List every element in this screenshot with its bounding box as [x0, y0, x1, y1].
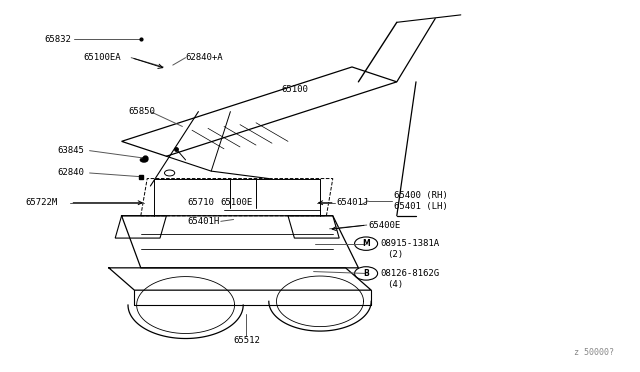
Text: 65401H: 65401H: [187, 217, 219, 226]
Circle shape: [140, 158, 148, 162]
Text: M: M: [362, 239, 370, 248]
Text: B: B: [364, 269, 369, 278]
Text: 65710: 65710: [187, 198, 214, 207]
Text: 65401 (LH): 65401 (LH): [394, 202, 447, 211]
Text: (2): (2): [387, 250, 403, 259]
Text: 65832: 65832: [45, 35, 72, 44]
Text: 65722M: 65722M: [26, 198, 58, 207]
Text: 65400 (RH): 65400 (RH): [394, 191, 447, 200]
Text: 65512: 65512: [234, 336, 260, 345]
Text: 08126-8162G: 08126-8162G: [380, 269, 439, 278]
Text: 63845: 63845: [58, 146, 84, 155]
Text: 62840: 62840: [58, 169, 84, 177]
Text: 65100E: 65100E: [221, 198, 253, 207]
Text: 65401J: 65401J: [336, 198, 368, 207]
Text: 65100EA: 65100EA: [83, 53, 121, 62]
Text: 65400E: 65400E: [368, 221, 400, 230]
Text: z 50000?: z 50000?: [575, 348, 614, 357]
Text: 65850: 65850: [128, 107, 155, 116]
Text: 08915-1381A: 08915-1381A: [380, 239, 439, 248]
Text: (4): (4): [387, 280, 403, 289]
Text: 65100: 65100: [282, 85, 308, 94]
Text: 62840+A: 62840+A: [186, 53, 223, 62]
